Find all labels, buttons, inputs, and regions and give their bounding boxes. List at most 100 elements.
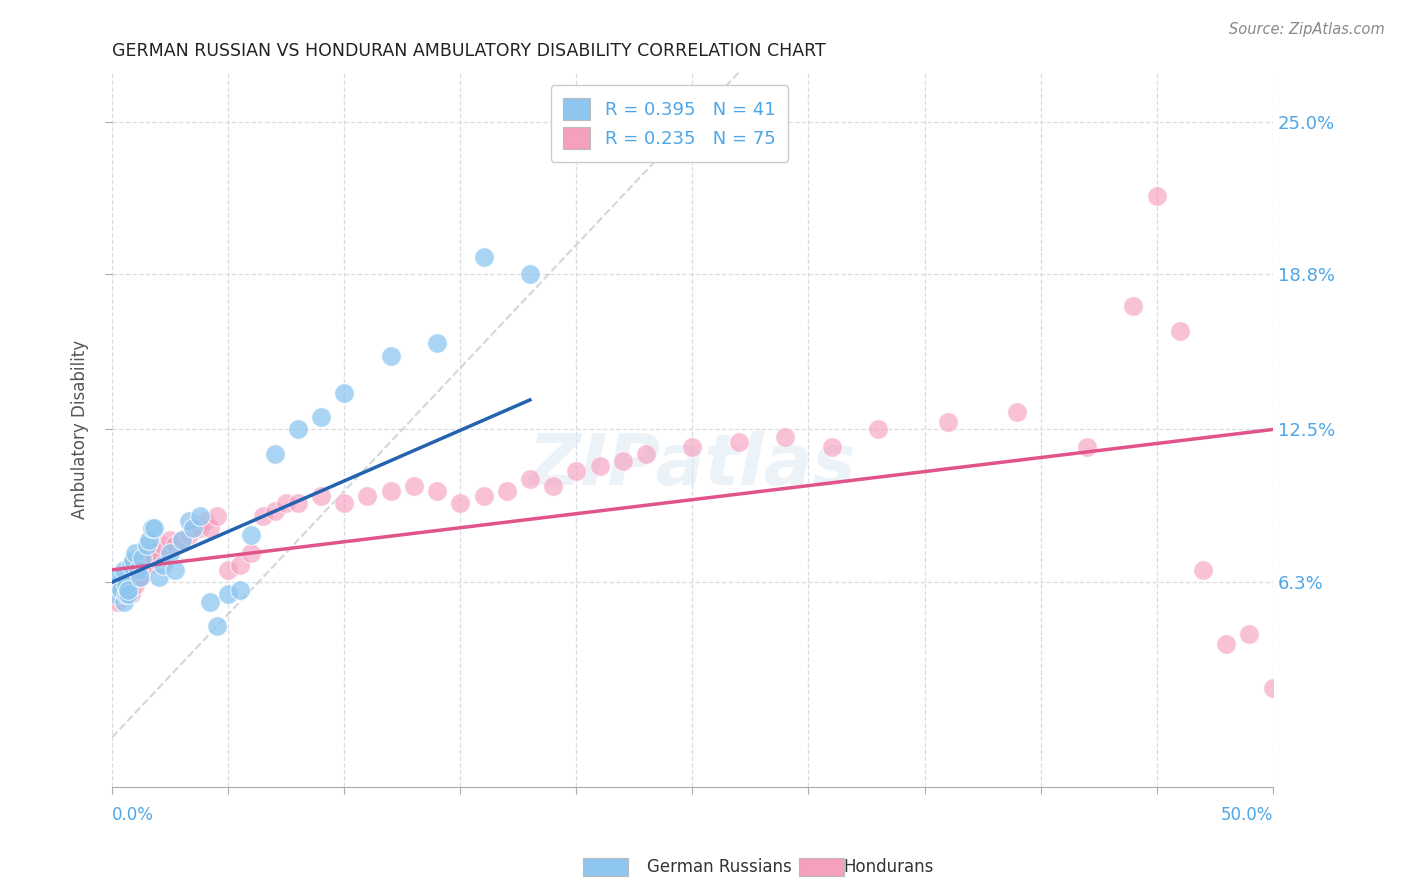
Point bbox=[131, 563, 153, 577]
Point bbox=[142, 521, 165, 535]
Text: 0.0%: 0.0% bbox=[112, 806, 155, 824]
Point bbox=[519, 472, 541, 486]
Point bbox=[252, 508, 274, 523]
Point bbox=[188, 521, 211, 535]
Point bbox=[163, 538, 186, 552]
Point bbox=[159, 546, 181, 560]
Point bbox=[472, 489, 495, 503]
Point bbox=[198, 595, 221, 609]
Text: ZIPatlas: ZIPatlas bbox=[529, 431, 856, 500]
Point bbox=[152, 558, 174, 572]
Point bbox=[117, 582, 139, 597]
Point bbox=[177, 514, 200, 528]
Point bbox=[120, 582, 142, 597]
Point bbox=[936, 415, 959, 429]
Point bbox=[170, 533, 193, 548]
Point bbox=[287, 422, 309, 436]
Point bbox=[1192, 563, 1215, 577]
Point bbox=[217, 563, 239, 577]
Point bbox=[122, 570, 145, 584]
Point bbox=[142, 550, 165, 565]
Text: 50.0%: 50.0% bbox=[1220, 806, 1272, 824]
Point bbox=[105, 595, 128, 609]
Point bbox=[198, 521, 221, 535]
Point bbox=[117, 587, 139, 601]
Point bbox=[134, 558, 156, 572]
Point bbox=[205, 508, 228, 523]
Point bbox=[183, 521, 205, 535]
Point bbox=[136, 553, 159, 567]
Text: Source: ZipAtlas.com: Source: ZipAtlas.com bbox=[1229, 22, 1385, 37]
Point bbox=[588, 459, 610, 474]
Point bbox=[240, 528, 263, 542]
Point bbox=[141, 521, 163, 535]
Point bbox=[380, 483, 402, 498]
Point bbox=[773, 430, 796, 444]
Point bbox=[380, 349, 402, 363]
Point bbox=[634, 447, 657, 461]
Point bbox=[821, 440, 844, 454]
Point bbox=[426, 336, 449, 351]
Point bbox=[131, 550, 153, 565]
Point bbox=[1146, 188, 1168, 202]
Legend: R = 0.395   N = 41, R = 0.235   N = 75: R = 0.395 N = 41, R = 0.235 N = 75 bbox=[551, 85, 789, 161]
Point bbox=[108, 570, 131, 584]
Point bbox=[229, 582, 252, 597]
Point bbox=[333, 496, 356, 510]
Point bbox=[120, 587, 142, 601]
Point bbox=[124, 563, 146, 577]
Point bbox=[1285, 651, 1308, 665]
Point bbox=[194, 514, 217, 528]
Point bbox=[309, 410, 332, 425]
Point bbox=[1076, 440, 1098, 454]
Point bbox=[122, 553, 145, 567]
Point bbox=[495, 483, 517, 498]
Point bbox=[163, 563, 186, 577]
Point bbox=[183, 521, 205, 535]
Point bbox=[681, 440, 703, 454]
Point bbox=[449, 496, 471, 510]
Point bbox=[205, 619, 228, 633]
Point bbox=[152, 538, 174, 552]
Point bbox=[1007, 405, 1029, 419]
Point bbox=[612, 454, 634, 468]
Point bbox=[217, 587, 239, 601]
Point bbox=[112, 595, 135, 609]
Point bbox=[309, 489, 332, 503]
Point bbox=[110, 582, 132, 597]
Point bbox=[1239, 627, 1261, 641]
Point bbox=[229, 558, 252, 572]
Point bbox=[541, 479, 564, 493]
Point bbox=[115, 577, 138, 591]
Point bbox=[287, 496, 309, 510]
Point bbox=[263, 504, 285, 518]
Point bbox=[115, 582, 138, 597]
Point bbox=[170, 533, 193, 548]
Point bbox=[120, 558, 142, 572]
Point bbox=[426, 483, 449, 498]
Point bbox=[727, 434, 749, 449]
Point bbox=[110, 582, 132, 597]
Point bbox=[333, 385, 356, 400]
Point bbox=[177, 528, 200, 542]
Point bbox=[1168, 324, 1191, 338]
Point bbox=[103, 587, 125, 601]
Point bbox=[1261, 681, 1284, 695]
Point bbox=[868, 422, 890, 436]
Point bbox=[103, 587, 125, 601]
Point bbox=[148, 546, 170, 560]
Point bbox=[240, 546, 263, 560]
Point bbox=[108, 587, 131, 601]
Point bbox=[124, 546, 146, 560]
Point bbox=[110, 587, 132, 601]
Point bbox=[1122, 299, 1144, 313]
Point bbox=[138, 533, 160, 548]
Point bbox=[565, 464, 588, 478]
Point bbox=[519, 268, 541, 282]
Point bbox=[115, 587, 138, 601]
Point bbox=[117, 582, 139, 597]
Y-axis label: Ambulatory Disability: Ambulatory Disability bbox=[72, 340, 89, 519]
Point bbox=[127, 563, 149, 577]
Point bbox=[356, 489, 378, 503]
Point bbox=[129, 570, 152, 584]
